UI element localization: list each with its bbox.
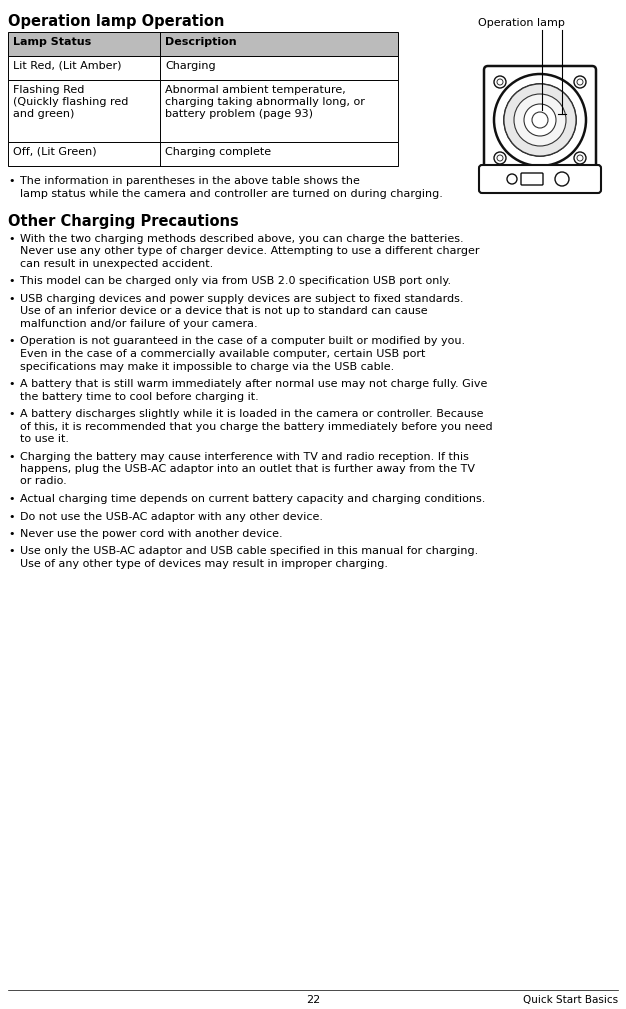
Text: The information in parentheses in the above table shows the: The information in parentheses in the ab… (20, 176, 360, 186)
Text: Operation lamp: Operation lamp (478, 18, 565, 28)
Text: •: • (8, 409, 14, 419)
Circle shape (577, 79, 583, 85)
FancyBboxPatch shape (479, 165, 601, 193)
Text: or radio.: or radio. (20, 476, 67, 486)
Circle shape (524, 104, 556, 136)
Text: Use only the USB-AC adaptor and USB cable specified in this manual for charging.: Use only the USB-AC adaptor and USB cabl… (20, 547, 478, 557)
Circle shape (574, 152, 586, 164)
Text: and green): and green) (13, 109, 74, 119)
Bar (8, 142, 398, 166)
Text: Lamp Status: Lamp Status (13, 37, 91, 47)
Circle shape (532, 112, 548, 128)
Text: lamp status while the camera and controller are turned on during charging.: lamp status while the camera and control… (20, 189, 443, 199)
Text: Operation is not guaranteed in the case of a computer built or modified by you.: Operation is not guaranteed in the case … (20, 336, 465, 346)
FancyBboxPatch shape (521, 173, 543, 185)
Text: of this, it is recommended that you charge the battery immediately before you ne: of this, it is recommended that you char… (20, 422, 493, 432)
Bar (8, 80, 398, 142)
Bar (8, 32, 398, 57)
Circle shape (497, 79, 503, 85)
Circle shape (504, 84, 576, 156)
Circle shape (555, 172, 569, 186)
Text: to use it.: to use it. (20, 434, 69, 444)
Text: Other Charging Precautions: Other Charging Precautions (8, 214, 239, 229)
Text: battery problem (page 93): battery problem (page 93) (165, 109, 313, 119)
Text: With the two charging methods described above, you can charge the batteries.: With the two charging methods described … (20, 234, 464, 244)
Circle shape (507, 174, 517, 184)
Circle shape (524, 104, 556, 136)
Circle shape (504, 84, 576, 156)
Text: •: • (8, 451, 14, 461)
Circle shape (532, 112, 548, 128)
Text: 22: 22 (306, 995, 320, 1005)
Text: Charging: Charging (165, 61, 215, 71)
Text: specifications may make it impossible to charge via the USB cable.: specifications may make it impossible to… (20, 361, 394, 371)
FancyBboxPatch shape (484, 66, 596, 174)
Circle shape (514, 94, 566, 146)
Text: the battery time to cool before charging it.: the battery time to cool before charging… (20, 391, 259, 402)
Text: Off, (Lit Green): Off, (Lit Green) (13, 147, 96, 157)
Text: •: • (8, 176, 14, 186)
Circle shape (577, 155, 583, 161)
Text: Actual charging time depends on current battery capacity and charging conditions: Actual charging time depends on current … (20, 494, 485, 504)
Circle shape (494, 74, 586, 166)
Text: happens, plug the USB-AC adaptor into an outlet that is further away from the TV: happens, plug the USB-AC adaptor into an… (20, 464, 475, 474)
Text: •: • (8, 336, 14, 346)
Text: Abnormal ambient temperature,: Abnormal ambient temperature, (165, 85, 346, 95)
Circle shape (574, 76, 586, 88)
Text: •: • (8, 294, 14, 304)
Text: Never use the power cord with another device.: Never use the power cord with another de… (20, 529, 282, 539)
Circle shape (514, 94, 566, 146)
Text: charging taking abnormally long, or: charging taking abnormally long, or (165, 97, 365, 107)
Text: Quick Start Basics: Quick Start Basics (523, 995, 618, 1005)
Circle shape (494, 76, 506, 88)
Text: malfunction and/or failure of your camera.: malfunction and/or failure of your camer… (20, 319, 258, 329)
Text: Use of any other type of devices may result in improper charging.: Use of any other type of devices may res… (20, 559, 388, 569)
Text: USB charging devices and power supply devices are subject to fixed standards.: USB charging devices and power supply de… (20, 294, 463, 304)
Text: This model can be charged only via from USB 2.0 specification USB port only.: This model can be charged only via from … (20, 276, 451, 287)
Bar (8, 57, 398, 80)
Text: (Quickly flashing red: (Quickly flashing red (13, 97, 128, 107)
Text: can result in unexpected accident.: can result in unexpected accident. (20, 259, 213, 269)
Text: •: • (8, 529, 14, 539)
Text: •: • (8, 512, 14, 522)
Text: •: • (8, 494, 14, 504)
Text: A battery discharges slightly while it is loaded in the camera or controller. Be: A battery discharges slightly while it i… (20, 409, 483, 419)
Text: •: • (8, 547, 14, 557)
Text: A battery that is still warm immediately after normal use may not charge fully. : A battery that is still warm immediately… (20, 379, 488, 389)
Text: Use of an inferior device or a device that is not up to standard can cause: Use of an inferior device or a device th… (20, 307, 428, 317)
Text: •: • (8, 276, 14, 287)
Text: Lit Red, (Lit Amber): Lit Red, (Lit Amber) (13, 61, 121, 71)
Text: Never use any other type of charger device. Attempting to use a different charge: Never use any other type of charger devi… (20, 246, 480, 256)
Text: Do not use the USB-AC adaptor with any other device.: Do not use the USB-AC adaptor with any o… (20, 512, 323, 522)
Circle shape (497, 155, 503, 161)
Text: Charging the battery may cause interference with TV and radio reception. If this: Charging the battery may cause interfere… (20, 451, 469, 461)
Circle shape (494, 152, 506, 164)
Text: Description: Description (165, 37, 237, 47)
Text: Flashing Red: Flashing Red (13, 85, 85, 95)
Text: •: • (8, 234, 14, 244)
Text: •: • (8, 379, 14, 389)
Text: Even in the case of a commercially available computer, certain USB port: Even in the case of a commercially avail… (20, 349, 426, 359)
Text: Operation lamp Operation: Operation lamp Operation (8, 14, 224, 29)
Text: Charging complete: Charging complete (165, 147, 271, 157)
